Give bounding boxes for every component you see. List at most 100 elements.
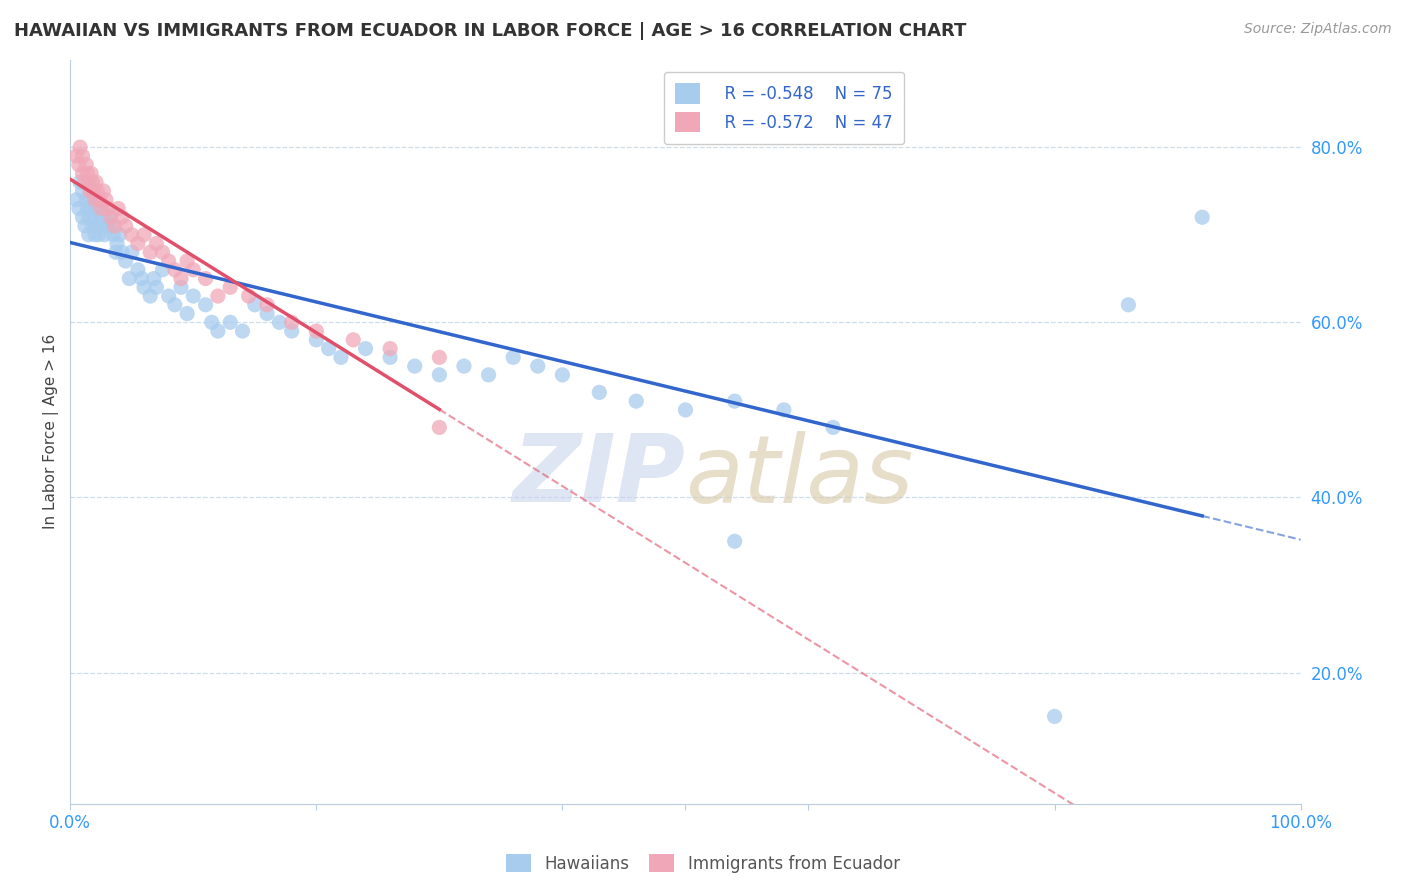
- Point: [114, 219, 136, 233]
- Point: [823, 420, 845, 434]
- Point: [1043, 709, 1066, 723]
- Point: [111, 245, 134, 260]
- Point: [773, 403, 796, 417]
- Point: [77, 211, 100, 225]
- Point: [86, 184, 108, 198]
- Point: [219, 280, 242, 294]
- Point: [427, 368, 450, 382]
- Point: [127, 236, 149, 251]
- Point: [77, 227, 100, 242]
- Point: [67, 158, 90, 172]
- Point: [329, 351, 352, 365]
- Point: [108, 227, 131, 242]
- Point: [80, 202, 103, 216]
- Point: [207, 324, 229, 338]
- Point: [69, 140, 91, 154]
- Point: [97, 202, 120, 216]
- Point: [76, 166, 98, 180]
- Point: [72, 166, 94, 180]
- Point: [73, 219, 96, 233]
- Point: [83, 227, 105, 242]
- Point: [89, 193, 111, 207]
- Point: [163, 298, 186, 312]
- Point: [551, 368, 574, 382]
- Point: [90, 202, 112, 216]
- Point: [104, 245, 127, 260]
- Point: [91, 202, 114, 216]
- Point: [72, 211, 94, 225]
- Point: [86, 219, 108, 233]
- Point: [427, 420, 450, 434]
- Point: [243, 298, 266, 312]
- Point: [118, 271, 141, 285]
- Point: [79, 184, 101, 198]
- Point: [280, 324, 302, 338]
- Point: [305, 333, 328, 347]
- Point: [67, 202, 90, 216]
- Point: [231, 324, 253, 338]
- Point: [73, 175, 96, 189]
- Point: [626, 394, 648, 409]
- Point: [477, 368, 499, 382]
- Point: [170, 280, 193, 294]
- Point: [404, 359, 426, 373]
- Point: [93, 211, 115, 225]
- Point: [181, 262, 204, 277]
- Point: [72, 149, 94, 163]
- Point: [111, 211, 134, 225]
- Point: [176, 307, 198, 321]
- Point: [84, 175, 107, 189]
- Point: [453, 359, 475, 373]
- Point: [84, 202, 107, 216]
- Point: [103, 219, 125, 233]
- Point: [378, 351, 401, 365]
- Text: ZIP: ZIP: [513, 431, 686, 523]
- Legend: Hawaiians, Immigrants from Ecuador: Hawaiians, Immigrants from Ecuador: [499, 847, 907, 880]
- Point: [72, 184, 94, 198]
- Point: [131, 271, 153, 285]
- Point: [181, 289, 204, 303]
- Point: [82, 175, 104, 189]
- Point: [157, 289, 180, 303]
- Point: [194, 298, 217, 312]
- Point: [318, 342, 340, 356]
- Point: [201, 315, 224, 329]
- Point: [96, 219, 118, 233]
- Point: [103, 227, 125, 242]
- Point: [269, 315, 291, 329]
- Point: [94, 193, 117, 207]
- Point: [132, 280, 155, 294]
- Point: [219, 315, 242, 329]
- Point: [170, 271, 193, 285]
- Point: [378, 342, 401, 356]
- Point: [80, 166, 103, 180]
- Point: [75, 158, 97, 172]
- Point: [675, 403, 697, 417]
- Text: Source: ZipAtlas.com: Source: ZipAtlas.com: [1244, 22, 1392, 37]
- Point: [83, 193, 105, 207]
- Point: [65, 193, 87, 207]
- Point: [87, 227, 110, 242]
- Point: [69, 175, 91, 189]
- Point: [157, 254, 180, 268]
- Point: [354, 342, 377, 356]
- Point: [100, 211, 122, 225]
- Point: [280, 315, 302, 329]
- Y-axis label: In Labor Force | Age > 16: In Labor Force | Age > 16: [44, 334, 59, 530]
- Point: [145, 280, 167, 294]
- Point: [139, 289, 162, 303]
- Point: [82, 219, 104, 233]
- Point: [152, 245, 174, 260]
- Point: [93, 227, 115, 242]
- Point: [75, 193, 97, 207]
- Point: [127, 262, 149, 277]
- Point: [105, 236, 128, 251]
- Point: [1191, 211, 1213, 225]
- Legend:   R = -0.548    N = 75,   R = -0.572    N = 47: R = -0.548 N = 75, R = -0.572 N = 47: [664, 71, 904, 144]
- Point: [65, 149, 87, 163]
- Point: [588, 385, 610, 400]
- Point: [176, 254, 198, 268]
- Point: [152, 262, 174, 277]
- Point: [82, 184, 104, 198]
- Point: [342, 333, 364, 347]
